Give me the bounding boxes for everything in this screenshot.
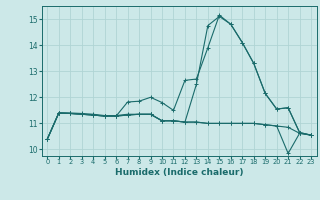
X-axis label: Humidex (Indice chaleur): Humidex (Indice chaleur) [115, 168, 244, 177]
